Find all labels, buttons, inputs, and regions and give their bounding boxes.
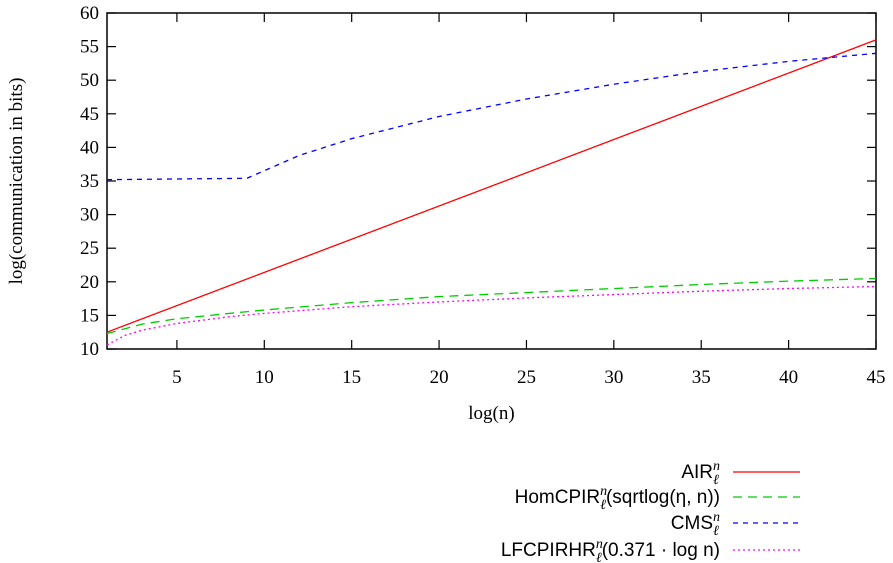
plot-frame <box>106 12 877 350</box>
y-tick-label: 25 <box>80 238 99 259</box>
y-tick-label: 35 <box>80 171 99 192</box>
legend-label-2: CMSn ℓ <box>671 510 720 539</box>
x-tick-label: 5 <box>172 367 182 388</box>
y-tick-label: 15 <box>80 305 99 326</box>
x-tick-label: 20 <box>430 367 449 388</box>
y-tick-label: 40 <box>80 137 99 158</box>
legend-label-1: HomCPIRn ℓ(sqrtlog(η, n)) <box>515 484 720 513</box>
legend-label-3: LFCPIRHRn ℓ(0.371 · log n) <box>501 537 720 563</box>
y-tick-label: 55 <box>80 37 99 58</box>
x-tick-label: 30 <box>604 367 623 388</box>
plot-area <box>106 12 877 350</box>
y-tick-label: 50 <box>80 70 99 91</box>
y-tick-label: 10 <box>80 339 99 360</box>
series-lines <box>106 39 877 346</box>
x-tick-label: 25 <box>517 367 536 388</box>
x-tick-label: 15 <box>342 367 361 388</box>
series-line-0 <box>106 39 877 333</box>
x-axis-title: log(n) <box>468 403 514 424</box>
x-tick-label: 35 <box>692 367 711 388</box>
y-axis-title: log(communication in bits) <box>6 78 27 285</box>
series-line-3 <box>106 285 877 346</box>
axis-ticks: 10 15 20 25 30 35 40 45 50 55 60 5 10 15 20 25 30 35 40 45 <box>80 3 886 388</box>
x-tick-label: 40 <box>779 367 798 388</box>
x-tick-label: 45 <box>867 367 886 388</box>
y-tick-label: 60 <box>80 3 99 24</box>
series-line-1 <box>106 277 877 335</box>
legend-label-0: AIRn ℓ <box>681 459 720 488</box>
x-tick-label: 10 <box>255 367 274 388</box>
series-line-2 <box>106 52 877 181</box>
y-tick-label: 30 <box>80 205 99 226</box>
y-tick-label: 20 <box>80 272 99 293</box>
y-tick-label: 45 <box>80 104 99 125</box>
